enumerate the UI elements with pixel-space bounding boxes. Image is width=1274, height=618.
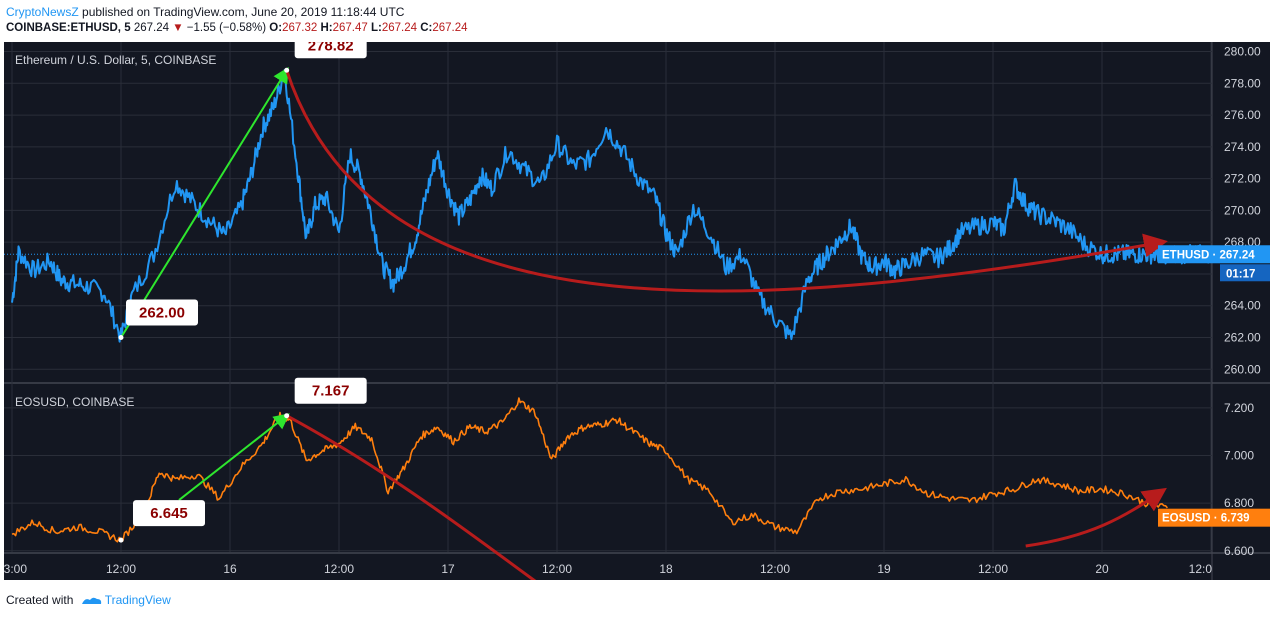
eth-countdown-bg [1220, 264, 1270, 282]
eos-red-arrow-right [1025, 487, 1167, 548]
eth-high-callout-text: 278.82 [308, 42, 354, 54]
time-tick-label: 12:00 [324, 562, 354, 576]
time-tick-label: 03:00 [4, 562, 27, 576]
eth-price-line [11, 69, 1212, 343]
created-with-text: Created with [6, 593, 74, 607]
eos-price-line [11, 397, 1169, 543]
eth-countdown: 01:17 [1226, 268, 1255, 280]
eth-price-tick-label: 264.00 [1224, 299, 1261, 313]
eos-price-tick-label: 6.600 [1224, 544, 1254, 558]
close-label: C: [420, 22, 433, 34]
price-tags: ETHUSD · 267.24 01:17 EOSUSD · 6.739 [1158, 245, 1270, 527]
footer: Created with TradingView [6, 593, 171, 607]
eos-price-tick-label: 6.800 [1224, 496, 1254, 510]
eth-price-tick-label: 274.00 [1224, 140, 1261, 154]
eth-red-arrow [285, 69, 1168, 293]
eos-price-tag-bg [1158, 508, 1270, 527]
series-paths [11, 69, 1212, 543]
eos-low-callout: 6.645 [133, 500, 205, 527]
symbol-name: COINBASE:ETHUSD, 5 [6, 22, 131, 34]
chart-svg[interactable]: 278.82 262.00 7.167 6.645 Ethereum / U.S. D… [0, 32, 1270, 612]
eos-price-tag-label: EOSUSD · 6.739 [1162, 513, 1250, 525]
grid-lines [4, 42, 1270, 580]
eos-low-callout-box [133, 500, 205, 527]
open-value: 267.32 [282, 22, 318, 34]
eos-low-point [118, 537, 124, 543]
eos-low-callout-text: 6.645 [150, 505, 188, 522]
time-tick-label: 16 [223, 562, 237, 576]
low-label: L: [370, 22, 382, 34]
eth-price-tag-bg [1158, 245, 1270, 264]
eth-price-tag: ETHUSD · 267.24 [1158, 245, 1270, 264]
last-price: 267.24 [133, 22, 169, 34]
time-tick-label: 17 [441, 562, 455, 576]
chart-area[interactable]: 278.82 262.00 7.167 6.645 Ethereum / U.S. D… [0, 32, 1270, 612]
eth-price-tick-label: 262.00 [1224, 331, 1261, 345]
time-tick-label: 12:00 [978, 562, 1008, 576]
tradingview-link[interactable]: TradingView [104, 593, 171, 607]
eos-price-tick-label: 7.000 [1224, 448, 1254, 462]
eos-high-callout-text: 7.167 [312, 383, 350, 400]
tradingview-logo-icon [81, 597, 101, 604]
chart-background [4, 42, 1270, 580]
eth-low-point [118, 335, 124, 341]
eth-pane-title: Ethereum / U.S. Dollar, 5, COINBASE [15, 53, 216, 67]
time-tick-label: 12:0 [1189, 562, 1213, 576]
eth-low-callout: 262.00 [126, 299, 198, 326]
eos-high-point [284, 413, 290, 419]
price-change: −1.55 (−0.58%) [186, 22, 267, 34]
eth-green-arrow [120, 66, 289, 339]
time-tick-label: 12:00 [542, 562, 572, 576]
published-text: published on TradingView.com, June 20, 2… [82, 5, 405, 19]
eth-price-tick-label: 278.00 [1224, 76, 1261, 90]
eth-high-point [284, 67, 290, 73]
down-arrow-icon: ▼ [172, 22, 184, 34]
time-tick-label: 12:00 [760, 562, 790, 576]
chart-labels: Ethereum / U.S. Dollar, 5, COINBASE EOSU… [15, 53, 216, 409]
eth-price-tick-label: 280.00 [1224, 45, 1261, 59]
eos-green-arrow [178, 413, 290, 501]
eth-price-tick-label: 270.00 [1224, 203, 1261, 217]
time-tick-label: 20 [1095, 562, 1109, 576]
high-value: 267.47 [332, 22, 368, 34]
eth-price-tick-label: 276.00 [1224, 108, 1261, 122]
brand-link[interactable]: CryptoNewsZ [6, 5, 79, 19]
time-tick-label: 18 [659, 562, 673, 576]
time-tick-label: 19 [877, 562, 891, 576]
eos-price-tag: EOSUSD · 6.739 [1158, 508, 1270, 527]
eth-price-tick-label: 260.00 [1224, 362, 1261, 376]
eth-low-callout-box [126, 299, 198, 326]
eos-high-callout-box [294, 377, 367, 404]
eth-price-tick-label: 272.00 [1224, 172, 1261, 186]
time-tick-label: 12:00 [106, 562, 136, 576]
eth-high-callout: 278.82 [294, 32, 367, 59]
eth-price-tag-label: ETHUSD · 267.24 [1162, 249, 1255, 261]
low-value: 267.24 [381, 22, 418, 34]
eos-price-tick-label: 7.200 [1224, 401, 1254, 415]
eth-low-callout-text: 262.00 [139, 305, 185, 322]
symbol-line: COINBASE:ETHUSD, 5 267.24 ▼ −1.55 (−0.58… [6, 22, 468, 34]
close-value: 267.24 [432, 22, 468, 34]
open-label: O: [269, 22, 283, 34]
eos-high-callout: 7.167 [294, 377, 367, 404]
eos-pane-title: EOSUSD, COINBASE [15, 395, 134, 409]
high-label: H: [320, 22, 333, 34]
publish-line: CryptoNewsZ published on TradingView.com… [6, 5, 404, 19]
